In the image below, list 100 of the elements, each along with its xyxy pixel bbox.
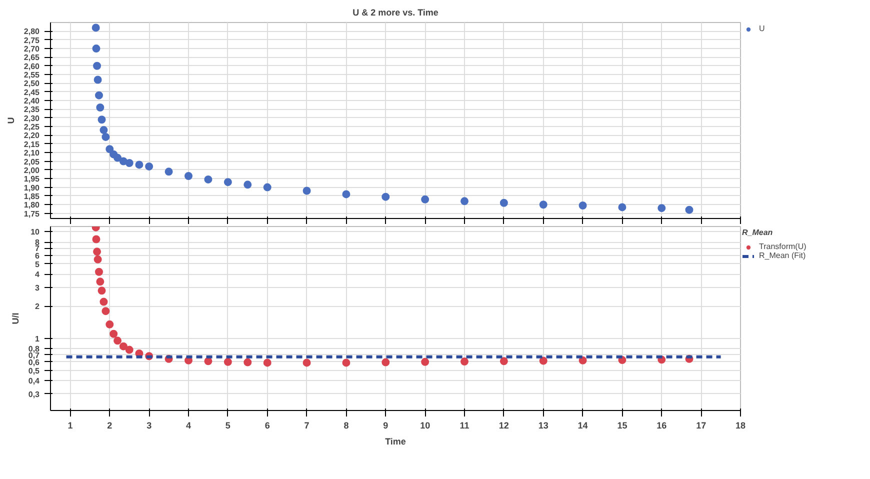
x-tick-label: 2 [107,420,112,430]
x-tick-label: 12 [498,420,509,430]
y-tick-label: 2,50 [24,79,40,88]
point [92,235,100,244]
point [125,346,134,354]
y-tick-label: 1,80 [24,200,40,210]
point [93,248,102,256]
point [204,175,212,184]
x-tick-label: 5 [225,420,230,430]
y-tick-label: 1,85 [24,192,40,201]
x-tick-label: 10 [420,420,430,430]
y-tick-label: 2,20 [24,131,40,140]
x-tick-label: 18 [735,420,746,430]
point [94,268,103,276]
y-tick-label: 2,05 [24,157,40,166]
point [224,178,232,186]
y-tick-label: 1,75 [24,209,40,218]
point [114,154,122,162]
point [382,358,390,366]
point [421,358,430,366]
y-tick-label: 1 [35,334,40,344]
x-tick-label: 11 [460,420,470,430]
y-tick-label: 0,6 [28,358,40,367]
point [145,162,154,170]
x-tick-label: 4 [186,420,192,430]
point [500,357,508,366]
point [135,160,144,169]
y-tick-label: 0,4 [28,376,40,386]
y-tick-label: 2,70 [24,44,40,54]
point [106,145,114,154]
point [125,159,134,167]
y-axis-title: U/I [10,312,20,324]
point [100,126,108,134]
x-tick-label: 9 [383,420,388,430]
point [539,200,548,209]
point [421,195,430,204]
x-tick-label: 1 [68,420,73,430]
point [302,358,311,367]
y-tick-label: 6 [35,251,40,260]
point [500,198,508,207]
legend-label: U [759,24,766,33]
y-tick-label: 10 [30,228,40,237]
y-tick-label: 0,5 [28,366,40,376]
y-tick-label: 2 [35,302,40,312]
point [94,91,103,100]
y-tick-label: 1,90 [24,183,40,192]
point [102,307,110,316]
legend-title: R_Mean [742,228,774,237]
y-tick-label: 2,30 [24,114,40,123]
point [302,186,311,195]
x-tick-label: 13 [538,420,548,430]
x-tick-label: 6 [264,420,270,430]
point [244,180,252,189]
y-tick-label: 7 [35,244,40,254]
x-tick-label: 15 [617,420,628,430]
x-tick-label: 8 [344,420,349,430]
point [224,358,232,366]
legend-label: Transform(U) [759,242,806,251]
y-tick-label: 2,45 [24,88,40,97]
y-tick-label: 2,00 [24,166,40,175]
point [100,298,108,306]
y-tick-label: 2,60 [24,62,40,71]
point [96,104,104,112]
point [119,342,128,350]
point [94,76,102,84]
x-tick-label: 14 [578,420,588,430]
point [92,24,100,32]
x-tick-label: 17 [696,420,706,430]
point [460,197,468,206]
x-tick-label: 16 [656,420,667,430]
y-tick-label: 4 [35,270,40,280]
y-tick-label: 3 [35,283,40,292]
point [96,278,104,286]
y-tick-label: 2,15 [24,140,40,149]
chart-title: U & 2 more vs. Time [352,8,438,18]
point [658,204,666,212]
y-axis-title: U [6,117,16,124]
point [685,206,694,214]
point [263,183,272,192]
y-tick-label: 2,25 [24,122,40,132]
point [106,320,114,328]
point [578,202,587,210]
point [460,358,468,366]
point [342,190,350,198]
y-tick-label: 2,55 [24,70,40,80]
y-tick-label: 2,40 [24,96,40,106]
y-tick-label: 0,3 [28,390,40,399]
point [184,172,192,180]
y-tick-label: 2,80 [24,27,40,36]
x-axis-title: Time [385,436,406,446]
point [263,358,272,367]
point [98,116,106,124]
x-tick-label: 7 [304,420,310,430]
point [244,358,252,366]
point [93,62,102,70]
legend-label: R_Mean (Fit) [759,251,806,260]
point [342,358,350,367]
point [539,356,548,365]
y-tick-label: 2,10 [24,148,40,158]
point [94,255,102,264]
